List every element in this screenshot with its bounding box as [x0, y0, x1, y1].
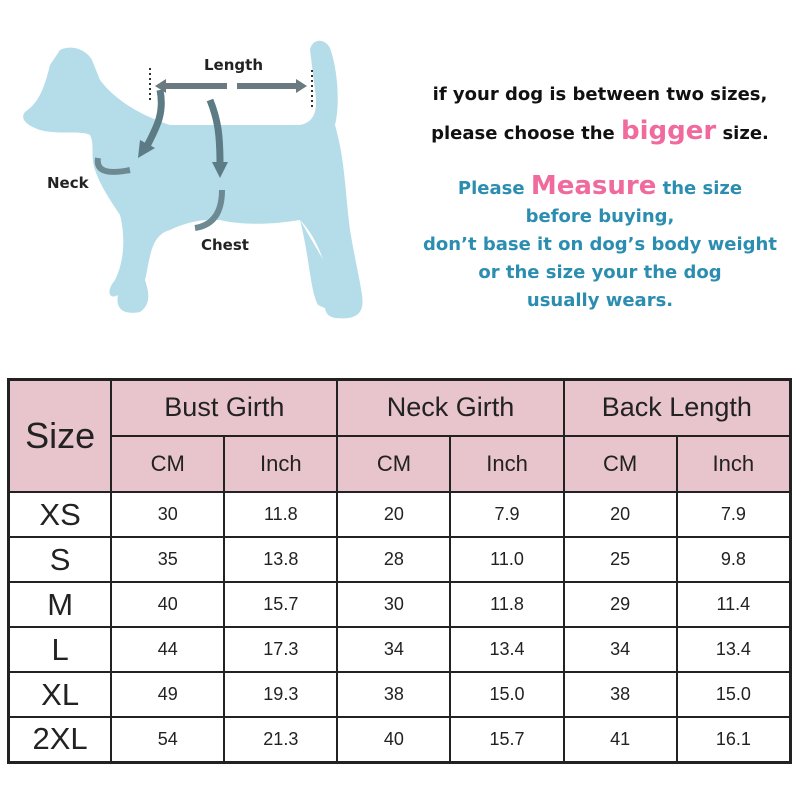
- group-header-neck: Neck Girth: [336, 378, 565, 437]
- measure-line-4: or the size your the dog: [478, 262, 722, 283]
- measure-line-5: usually wears.: [526, 290, 674, 311]
- value-cell: 15.7: [449, 715, 565, 764]
- value-cell: 16.1: [675, 715, 792, 764]
- value-cell: 25: [562, 536, 678, 584]
- table-row: XL 49 19.3 38 15.0 38 15.0: [7, 671, 792, 718]
- group-header-back: Back Length: [562, 378, 792, 437]
- group-header-bust: Bust Girth: [110, 378, 339, 437]
- unit-header: CM: [110, 434, 226, 494]
- advice-line-2: please choose the bigger size.: [420, 113, 780, 152]
- size-cell: XL: [7, 671, 113, 718]
- value-cell: 34: [336, 626, 452, 674]
- value-cell: 34: [562, 626, 678, 674]
- measure-advice: Please Measure the size before buying, d…: [415, 172, 785, 315]
- value-cell: 13.4: [449, 626, 565, 674]
- value-cell: 15.0: [675, 671, 792, 718]
- value-cell: 13.4: [675, 626, 792, 674]
- unit-header: Inch: [449, 434, 565, 494]
- value-cell: 13.8: [223, 536, 339, 584]
- value-cell: 28: [336, 536, 452, 584]
- neck-band: [94, 157, 131, 175]
- bigger-emphasis: bigger: [621, 116, 717, 146]
- value-cell: 17.3: [223, 626, 339, 674]
- value-cell: 41: [562, 715, 678, 764]
- size-cell: L: [7, 626, 113, 674]
- measure-line-1: Please Measure the size: [415, 172, 785, 203]
- unit-header-row: CM Inch CM Inch CM Inch: [9, 434, 792, 494]
- measure-emphasis: Measure: [530, 171, 657, 201]
- value-cell: 11.8: [223, 491, 339, 539]
- unit-header: CM: [336, 434, 452, 494]
- table-row: S 35 13.8 28 11.0 25 9.8: [7, 536, 792, 584]
- value-cell: 30: [110, 491, 226, 539]
- size-advice: if your dog is between two sizes, please…: [420, 76, 780, 152]
- value-cell: 7.9: [449, 491, 565, 539]
- dog-measurement-illustration: [23, 40, 363, 319]
- value-cell: 49: [110, 671, 226, 718]
- value-cell: 15.7: [223, 581, 339, 629]
- size-header: Size: [7, 378, 113, 494]
- value-cell: 11.8: [449, 581, 565, 629]
- length-arrow-icon: [155, 79, 307, 93]
- value-cell: 21.3: [223, 715, 339, 764]
- unit-header: CM: [562, 434, 678, 494]
- value-cell: 40: [110, 581, 226, 629]
- measure-line-3: don’t base it on dog’s body weight: [423, 234, 777, 255]
- size-cell: 2XL: [7, 715, 113, 764]
- length-label: Length: [204, 56, 263, 74]
- unit-header: Inch: [223, 434, 339, 494]
- value-cell: 54: [110, 715, 226, 764]
- neck-label: Neck: [47, 174, 89, 192]
- value-cell: 38: [336, 671, 452, 718]
- measure-text: Please: [457, 178, 531, 199]
- value-cell: 29: [562, 581, 678, 629]
- group-header-row: Size Bust Girth Neck Girth Back Length: [7, 378, 792, 494]
- advice-text: please choose the: [431, 123, 621, 144]
- table-row: L 44 17.3 34 13.4 34 13.4: [7, 626, 792, 674]
- value-cell: 11.0: [449, 536, 565, 584]
- chest-band: [194, 189, 225, 231]
- value-cell: 30: [336, 581, 452, 629]
- table-row: 2XL 54 21.3 40 15.7 41 16.1: [7, 715, 792, 764]
- dog-silhouette: [23, 40, 363, 319]
- value-cell: 11.4: [675, 581, 792, 629]
- back-leg: [300, 220, 340, 315]
- table-row: XS 30 11.8 20 7.9 20 7.9: [7, 491, 792, 539]
- size-cell: M: [7, 581, 113, 629]
- chest-label: Chest: [201, 236, 249, 254]
- measure-line-2: before buying,: [525, 206, 675, 227]
- size-chart-table: Size Bust Girth Neck Girth Back Length C…: [7, 378, 792, 764]
- value-cell: 19.3: [223, 671, 339, 718]
- value-cell: 44: [110, 626, 226, 674]
- neck-arrowhead: [138, 140, 155, 158]
- value-cell: 35: [110, 536, 226, 584]
- advice-text-end: size.: [716, 123, 769, 144]
- chest-arrowhead: [212, 162, 228, 178]
- table-row: M 40 15.7 30 11.8 29 11.4: [7, 581, 792, 629]
- value-cell: 20: [336, 491, 452, 539]
- value-cell: 7.9: [675, 491, 792, 539]
- chest-arrow-icon: [206, 98, 224, 166]
- value-cell: 20: [562, 491, 678, 539]
- value-cell: 38: [562, 671, 678, 718]
- size-cell: XS: [7, 491, 113, 539]
- value-cell: 15.0: [449, 671, 565, 718]
- measure-text-end: the size: [656, 178, 743, 199]
- advice-line-1: if your dog is between two sizes,: [432, 84, 768, 105]
- size-cell: S: [7, 536, 113, 584]
- unit-header: Inch: [675, 434, 792, 494]
- value-cell: 40: [336, 715, 452, 764]
- value-cell: 9.8: [675, 536, 792, 584]
